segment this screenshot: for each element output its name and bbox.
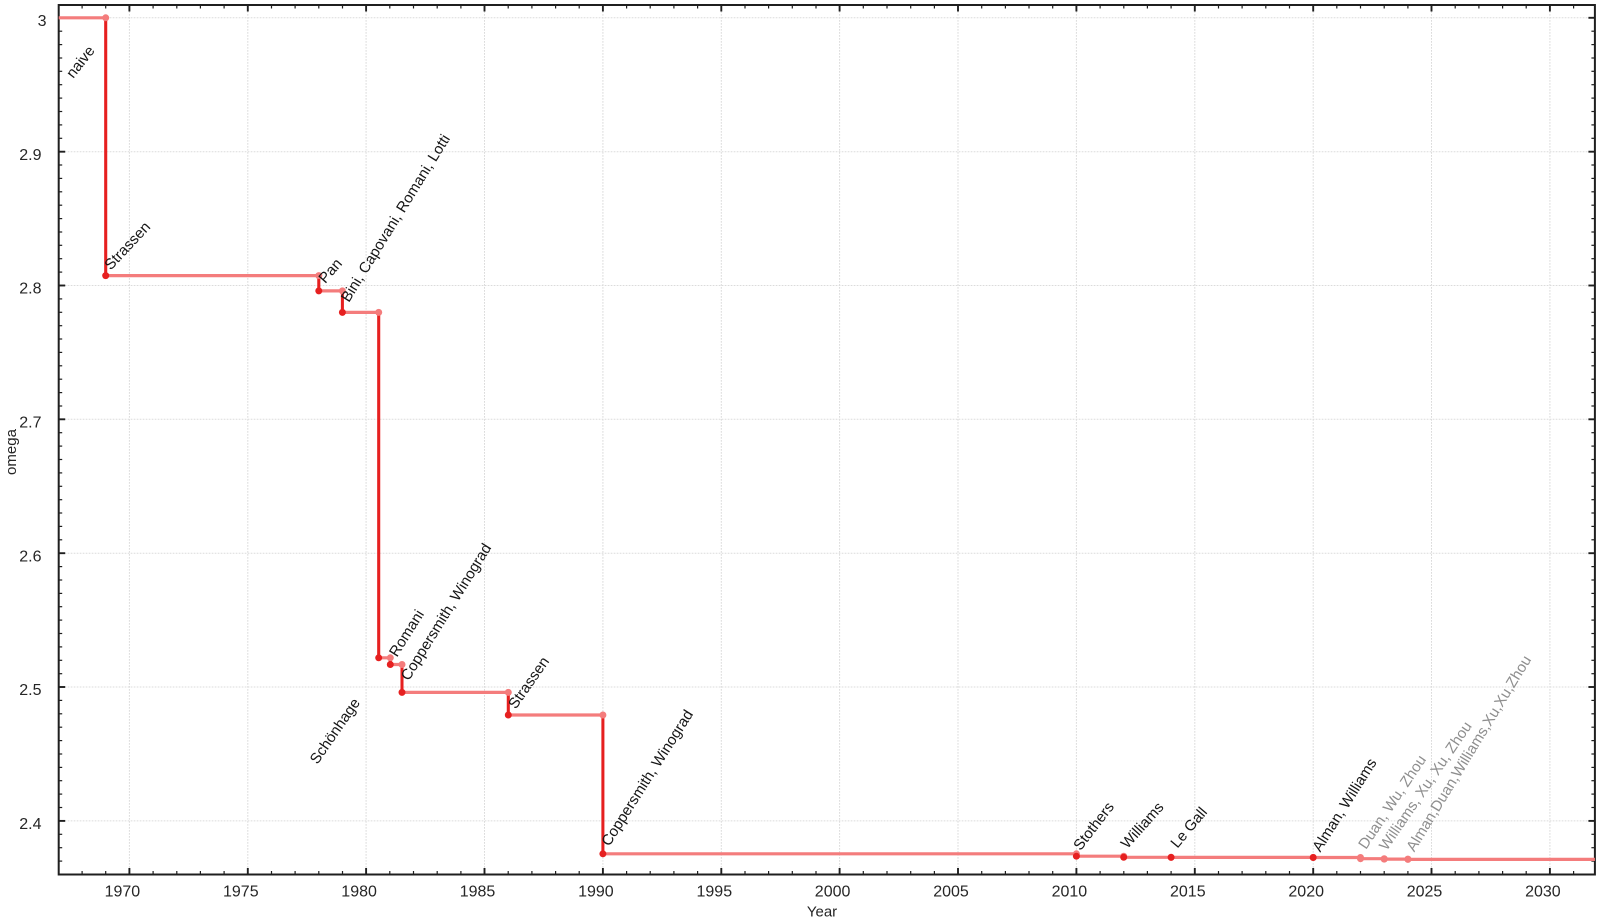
svg-text:1995: 1995 (697, 884, 733, 901)
svg-text:Year: Year (807, 904, 837, 920)
svg-text:omega: omega (3, 428, 20, 475)
svg-text:1990: 1990 (578, 884, 614, 901)
svg-text:2.5: 2.5 (19, 682, 41, 699)
svg-text:2020: 2020 (1288, 884, 1324, 901)
svg-text:2.8: 2.8 (19, 281, 41, 298)
svg-text:2.7: 2.7 (19, 414, 41, 431)
svg-text:2.9: 2.9 (19, 147, 41, 164)
svg-text:1970: 1970 (105, 884, 141, 901)
svg-text:2.4: 2.4 (19, 816, 41, 833)
svg-text:2010: 2010 (1052, 884, 1088, 901)
svg-text:2030: 2030 (1525, 884, 1561, 901)
svg-text:2025: 2025 (1407, 884, 1443, 901)
svg-text:3: 3 (38, 13, 47, 30)
svg-text:2015: 2015 (1170, 884, 1206, 901)
svg-text:1980: 1980 (341, 884, 377, 901)
svg-text:2005: 2005 (933, 884, 969, 901)
svg-text:2000: 2000 (815, 884, 851, 901)
svg-text:1975: 1975 (223, 884, 259, 901)
svg-text:1985: 1985 (460, 884, 496, 901)
svg-text:2.6: 2.6 (19, 548, 41, 565)
